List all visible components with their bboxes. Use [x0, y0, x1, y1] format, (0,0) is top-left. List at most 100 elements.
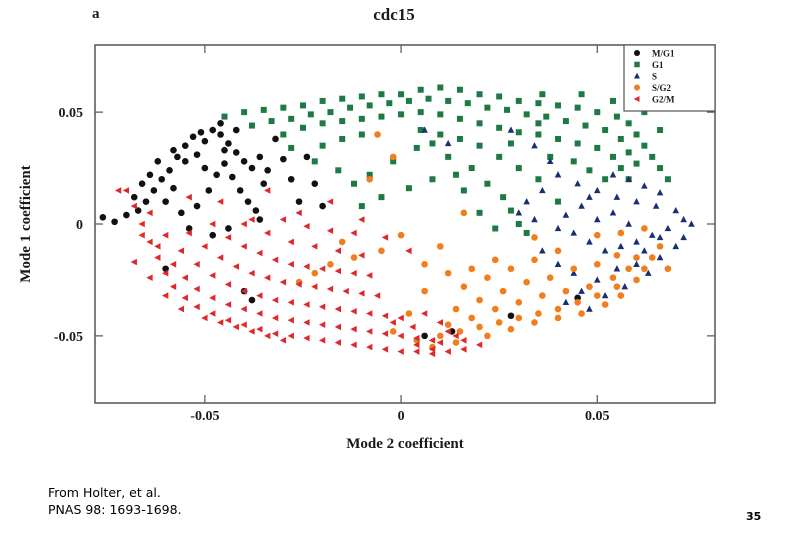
- point-g1: [299, 102, 306, 109]
- point-s: [656, 233, 664, 241]
- point-s: [601, 247, 609, 254]
- point-m-g1: [225, 140, 232, 147]
- point-s: [621, 283, 629, 290]
- point-g2-m: [287, 332, 294, 340]
- point-g2-m: [232, 263, 239, 270]
- point-s-g2: [613, 283, 621, 290]
- point-g1: [562, 118, 569, 125]
- point-g2-m: [248, 216, 255, 223]
- point-m-g1: [150, 187, 158, 194]
- point-s-g2: [491, 256, 499, 264]
- point-g2-m: [460, 346, 467, 353]
- point-s-g2: [378, 247, 385, 255]
- point-s-g2: [389, 153, 397, 161]
- point-g1: [417, 127, 424, 134]
- point-m-g1: [221, 160, 228, 167]
- point-g2-m: [381, 346, 389, 353]
- y-tick-label: 0: [76, 218, 83, 233]
- point-g2-m: [122, 187, 130, 194]
- point-g2-m: [224, 234, 232, 241]
- point-g2-m: [318, 321, 326, 328]
- point-g1: [555, 102, 562, 109]
- point-m-g1: [189, 133, 197, 141]
- point-g2-m: [444, 328, 451, 335]
- point-m-g1: [138, 180, 146, 188]
- point-g2-m: [248, 269, 255, 277]
- point-g1: [468, 165, 475, 172]
- x-tick-label: 0.05: [585, 409, 610, 424]
- point-s-g2: [586, 283, 593, 290]
- point-g2-m: [240, 220, 247, 228]
- point-g1: [445, 97, 452, 104]
- point-g1: [507, 140, 514, 147]
- point-g1: [347, 104, 354, 111]
- point-g1: [366, 102, 373, 109]
- point-s: [531, 215, 538, 223]
- point-m-g1: [209, 126, 217, 134]
- point-g1: [429, 176, 436, 183]
- point-g2-m: [287, 238, 294, 246]
- point-s-g2: [531, 319, 538, 326]
- point-g1: [288, 144, 295, 151]
- point-g1: [358, 93, 365, 100]
- y-axis-label: Mode 1 coefficient: [18, 165, 34, 282]
- point-g1: [358, 131, 365, 138]
- point-g1: [429, 140, 436, 147]
- point-g1: [515, 221, 522, 227]
- x-axis-label: Mode 2 coefficient: [346, 436, 463, 452]
- point-g1: [515, 97, 522, 104]
- point-g2-m: [303, 301, 310, 308]
- point-s: [523, 198, 530, 205]
- citation-line-2: PNAS 98: 1693-1698.: [48, 502, 182, 517]
- point-g1: [535, 120, 542, 127]
- point-g1: [221, 113, 228, 120]
- point-s-g2: [495, 319, 503, 326]
- point-g1: [484, 104, 491, 111]
- point-g2-m: [264, 332, 271, 340]
- point-g1: [350, 180, 357, 187]
- point-g2-m: [358, 252, 365, 259]
- point-s: [574, 180, 581, 187]
- point-s: [664, 224, 672, 232]
- point-g2-m: [326, 227, 334, 235]
- point-g2-m: [256, 249, 263, 257]
- point-s: [421, 126, 428, 133]
- point-g2-m: [248, 328, 255, 335]
- point-g2-m: [350, 229, 357, 237]
- point-g1: [617, 135, 624, 142]
- point-g1: [496, 153, 503, 160]
- point-g2-m: [264, 274, 271, 281]
- point-g2-m: [287, 316, 294, 324]
- point-g1: [476, 142, 483, 149]
- point-g2-m: [240, 287, 247, 295]
- point-g2-m: [271, 256, 279, 264]
- point-g1: [574, 104, 581, 111]
- point-g2-m: [413, 348, 420, 355]
- point-s-g2: [648, 254, 656, 261]
- point-s-g2: [452, 305, 460, 313]
- point-g1: [280, 104, 287, 111]
- legend-marker-m-g1: [633, 49, 641, 57]
- point-g2-m: [366, 272, 373, 279]
- point-m-g1: [123, 211, 130, 219]
- point-g2-m: [146, 274, 153, 281]
- point-m-g1: [99, 213, 107, 221]
- point-g1: [633, 160, 640, 167]
- point-g2-m: [224, 316, 232, 324]
- point-g1: [657, 165, 664, 172]
- point-s-g2: [641, 225, 648, 232]
- point-s: [617, 242, 625, 250]
- point-g2-m: [303, 263, 310, 270]
- point-s: [625, 220, 632, 227]
- point-g1: [464, 100, 471, 107]
- point-m-g1: [205, 187, 213, 194]
- panel-label: a: [92, 6, 100, 22]
- point-g2-m: [444, 348, 451, 355]
- point-s-g2: [609, 274, 617, 282]
- point-m-g1: [319, 202, 326, 210]
- point-s-g2: [405, 310, 413, 317]
- point-s-g2: [507, 325, 515, 333]
- point-g2-m: [185, 229, 192, 237]
- chart-title: cdc15: [373, 5, 415, 24]
- point-s-g2: [460, 209, 468, 217]
